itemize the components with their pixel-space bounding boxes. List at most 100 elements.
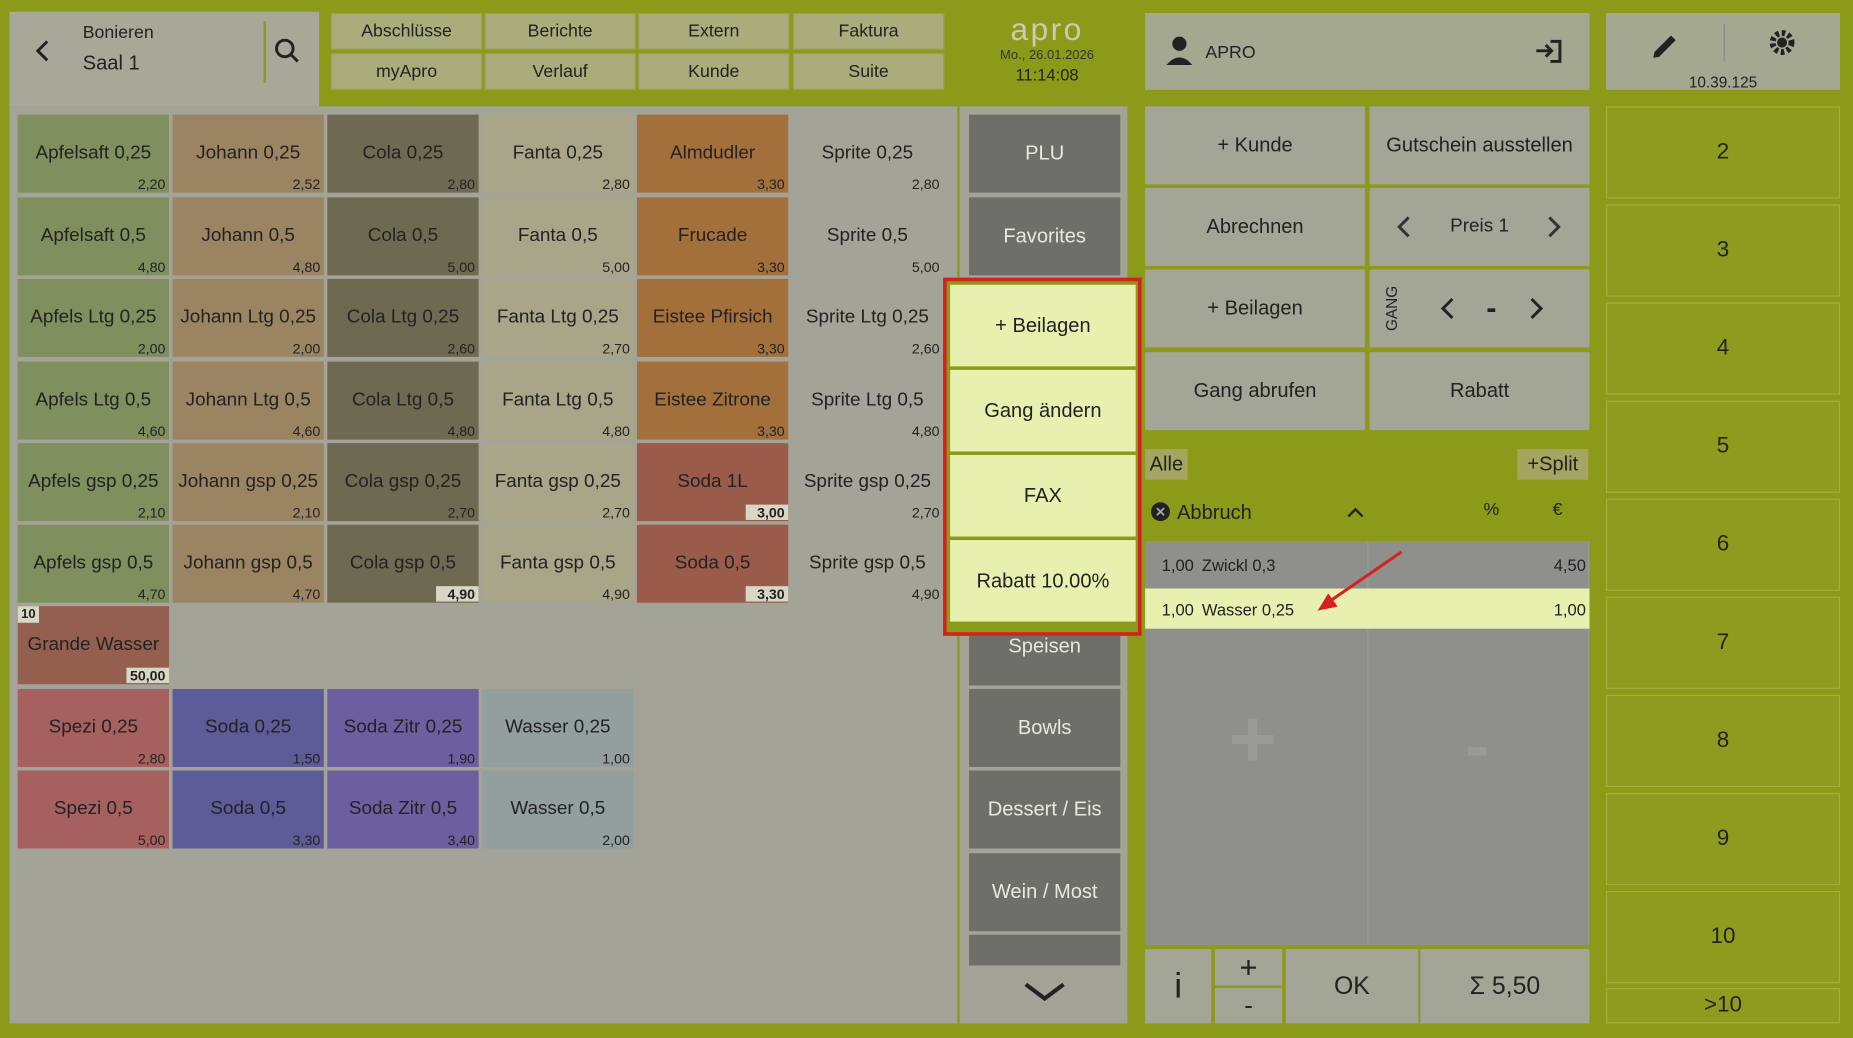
- plus-button[interactable]: +: [1214, 948, 1283, 986]
- numpad-key[interactable]: 9: [1606, 792, 1841, 886]
- filter-all[interactable]: Alle: [1145, 449, 1188, 480]
- numpad-key[interactable]: >10: [1606, 987, 1841, 1024]
- product-tile[interactable]: Johann gsp 0,25: [172, 443, 324, 522]
- product-tile[interactable]: Johann Ltg 0,5: [172, 361, 324, 440]
- menu-button[interactable]: Extern: [638, 12, 790, 50]
- product-tile[interactable]: Johann 0,5: [172, 197, 324, 276]
- product-tile[interactable]: Eistee Zitrone: [636, 361, 789, 440]
- numpad-key[interactable]: 4: [1606, 302, 1841, 395]
- category-button[interactable]: Bowls: [969, 688, 1121, 767]
- product-tile[interactable]: Apfelsaft 0,25: [17, 114, 169, 193]
- product-price: 4,80: [602, 422, 630, 440]
- product-tile[interactable]: Johann Ltg 0,25: [172, 278, 324, 357]
- product-tile[interactable]: Cola Ltg 0,5: [327, 361, 479, 440]
- product-tile[interactable]: Cola Ltg 0,25: [327, 278, 479, 357]
- list-split: [1367, 541, 1369, 946]
- product-tile[interactable]: Apfels gsp 0,5: [17, 524, 169, 603]
- action-button[interactable]: + Beilagen: [1145, 269, 1365, 348]
- product-tile[interactable]: Cola gsp 0,25: [327, 443, 479, 522]
- numpad-key[interactable]: 6: [1606, 498, 1841, 591]
- product-tile[interactable]: Sprite Ltg 0,5: [791, 361, 944, 440]
- product-tile[interactable]: Fanta gsp 0,5: [482, 524, 634, 603]
- menu-button[interactable]: Abschlüsse: [330, 12, 483, 50]
- product-tile[interactable]: Frucade: [636, 197, 789, 276]
- product-tile[interactable]: Sprite gsp 0,5: [791, 524, 944, 603]
- popup-item[interactable]: Gang ändern: [950, 369, 1136, 452]
- product-tile[interactable]: Fanta 0,5: [482, 197, 634, 276]
- version: 10.39.125: [1688, 72, 1758, 91]
- product-tile[interactable]: Sprite 0,25: [791, 114, 944, 193]
- item-price: 4,50: [1553, 555, 1586, 575]
- product-tile[interactable]: Soda 0,25: [172, 688, 324, 767]
- col-euro: €: [1552, 499, 1563, 520]
- popup-item[interactable]: Rabatt 10.00%: [950, 540, 1136, 622]
- price-level[interactable]: Preis 1: [1450, 216, 1509, 237]
- product-tile[interactable]: Apfels gsp 0,25: [17, 443, 169, 522]
- category-button[interactable]: Wein / Most: [969, 853, 1121, 932]
- total-button[interactable]: Σ 5,50: [1419, 948, 1590, 1024]
- category-button[interactable]: Dessert / Eis: [969, 770, 1121, 849]
- product-price: 3,00: [745, 504, 789, 521]
- numpad-key[interactable]: 5: [1606, 400, 1841, 493]
- product-tile[interactable]: Fanta Ltg 0,5: [482, 361, 634, 440]
- product-tile[interactable]: Sprite Ltg 0,25: [791, 278, 944, 357]
- product-tile[interactable]: Johann 0,25: [172, 114, 324, 193]
- action-button[interactable]: Gang abrufen: [1145, 352, 1365, 431]
- product-tile[interactable]: Fanta Ltg 0,25: [482, 278, 634, 357]
- product-tile[interactable]: Wasser 0,5: [482, 770, 634, 849]
- ok-button[interactable]: OK: [1285, 948, 1419, 1024]
- numpad-key[interactable]: 8: [1606, 694, 1841, 788]
- minus-button[interactable]: -: [1214, 987, 1283, 1024]
- popup-item[interactable]: + Beilagen: [950, 284, 1136, 367]
- header-back[interactable]: [21, 30, 64, 73]
- action-button[interactable]: Gutschein ausstellen: [1369, 106, 1590, 185]
- header-panel: [9, 11, 320, 107]
- numpad-key[interactable]: 7: [1606, 596, 1841, 689]
- category-button[interactable]: Favorites: [969, 197, 1121, 276]
- menu-button[interactable]: Kunde: [638, 53, 790, 90]
- numpad-key[interactable]: 10: [1606, 891, 1841, 984]
- product-tile[interactable]: Cola 0,5: [327, 197, 479, 276]
- product-tile[interactable]: Fanta gsp 0,25: [482, 443, 634, 522]
- product-tile[interactable]: Johann gsp 0,5: [172, 524, 324, 603]
- product-price: 3,30: [292, 831, 321, 848]
- menu-button[interactable]: myApro: [330, 53, 483, 90]
- product-tile[interactable]: Grande Wasser: [17, 606, 169, 685]
- category-button[interactable]: PLU: [969, 114, 1121, 193]
- scroll-down[interactable]: [969, 969, 1120, 1016]
- product-price: 5,00: [911, 258, 940, 275]
- time: 11:14:08: [1015, 64, 1079, 84]
- product-price: 4,70: [137, 585, 166, 603]
- action-button[interactable]: Rabatt: [1369, 352, 1590, 431]
- user-panel[interactable]: [1145, 12, 1590, 90]
- info-button[interactable]: i: [1145, 948, 1212, 1024]
- product-tile[interactable]: Apfelsaft 0,5: [17, 197, 169, 276]
- product-tile[interactable]: Soda Zitr 0,25: [327, 688, 479, 767]
- product-tile[interactable]: Sprite 0,5: [791, 197, 944, 276]
- product-price: 4,90: [602, 585, 630, 603]
- product-tile[interactable]: Soda Zitr 0,5: [327, 770, 479, 849]
- product-tile[interactable]: Sprite gsp 0,25: [791, 443, 944, 522]
- product-tile[interactable]: Spezi 0,5: [17, 770, 169, 849]
- product-tile[interactable]: Almdudler: [636, 114, 789, 193]
- action-button[interactable]: + Kunde: [1145, 106, 1365, 185]
- product-tile[interactable]: Cola 0,25: [327, 114, 479, 193]
- product-tile[interactable]: Soda 0,5: [172, 770, 324, 849]
- split-button[interactable]: +Split: [1517, 449, 1589, 480]
- product-tile[interactable]: Spezi 0,25: [17, 688, 169, 767]
- menu-button[interactable]: Faktura: [792, 12, 945, 50]
- product-tile[interactable]: Fanta 0,25: [482, 114, 634, 193]
- header-search[interactable]: [267, 30, 310, 73]
- menu-button[interactable]: Suite: [792, 53, 945, 90]
- popup-item[interactable]: FAX: [950, 454, 1136, 537]
- menu-button[interactable]: Berichte: [484, 12, 636, 50]
- product-tile[interactable]: Eistee Pfirsich: [636, 278, 789, 357]
- action-button[interactable]: Abrechnen: [1145, 187, 1365, 266]
- menu-button[interactable]: Verlauf: [484, 53, 636, 90]
- product-tile[interactable]: Apfels Ltg 0,25: [17, 278, 169, 357]
- product-tile[interactable]: Wasser 0,25: [482, 688, 634, 767]
- product-tile[interactable]: Apfels Ltg 0,5: [17, 361, 169, 440]
- numpad-key[interactable]: 2: [1606, 106, 1841, 199]
- numpad-key[interactable]: 3: [1606, 204, 1841, 297]
